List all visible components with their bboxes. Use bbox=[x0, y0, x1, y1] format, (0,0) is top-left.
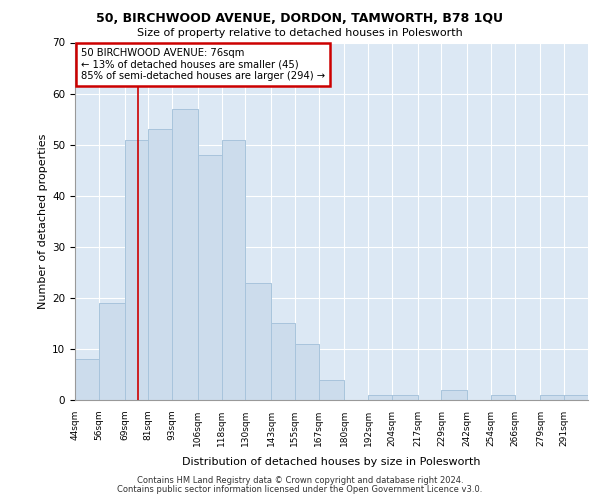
Bar bbox=[271, 324, 295, 400]
Bar bbox=[172, 109, 198, 400]
Bar bbox=[99, 303, 125, 400]
Bar bbox=[319, 380, 344, 400]
Bar bbox=[245, 282, 271, 400]
Text: 50 BIRCHWOOD AVENUE: 76sqm
← 13% of detached houses are smaller (45)
85% of semi: 50 BIRCHWOOD AVENUE: 76sqm ← 13% of deta… bbox=[81, 48, 325, 81]
X-axis label: Distribution of detached houses by size in Polesworth: Distribution of detached houses by size … bbox=[182, 457, 481, 467]
Text: Contains HM Land Registry data © Crown copyright and database right 2024.: Contains HM Land Registry data © Crown c… bbox=[137, 476, 463, 485]
Bar bbox=[491, 395, 515, 400]
Bar bbox=[295, 344, 319, 400]
Text: Size of property relative to detached houses in Polesworth: Size of property relative to detached ho… bbox=[137, 28, 463, 38]
Bar bbox=[541, 395, 564, 400]
Bar bbox=[564, 395, 588, 400]
Bar bbox=[198, 155, 221, 400]
Y-axis label: Number of detached properties: Number of detached properties bbox=[38, 134, 48, 309]
Text: Contains public sector information licensed under the Open Government Licence v3: Contains public sector information licen… bbox=[118, 485, 482, 494]
Bar bbox=[125, 140, 148, 400]
Bar bbox=[442, 390, 467, 400]
Bar bbox=[221, 140, 245, 400]
Bar bbox=[392, 395, 418, 400]
Text: 50, BIRCHWOOD AVENUE, DORDON, TAMWORTH, B78 1QU: 50, BIRCHWOOD AVENUE, DORDON, TAMWORTH, … bbox=[97, 12, 503, 26]
Bar bbox=[148, 130, 172, 400]
Bar bbox=[368, 395, 392, 400]
Bar bbox=[75, 359, 99, 400]
